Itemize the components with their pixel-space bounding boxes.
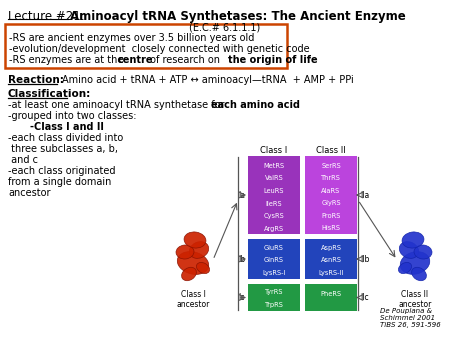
Text: LysRS-I: LysRS-I [262,270,286,276]
Ellipse shape [414,245,432,259]
Text: Ic: Ic [238,293,245,302]
Text: each amino acid: each amino acid [211,100,300,110]
Text: from a single domain: from a single domain [8,177,112,187]
Text: IleRS: IleRS [266,200,282,207]
Text: GlnRS: GlnRS [264,258,284,264]
Text: (E.C.# 6.1.1.1): (E.C.# 6.1.1.1) [189,22,261,32]
FancyBboxPatch shape [305,239,357,279]
Text: AlaRS: AlaRS [321,188,341,194]
Text: HisRS: HisRS [321,225,341,232]
Text: Ib: Ib [238,255,245,264]
Text: Amino acid + tRNA + ATP ↔ aminoacyl—tRNA  + AMP + PPi: Amino acid + tRNA + ATP ↔ aminoacyl—tRNA… [62,75,354,85]
Text: the origin of life: the origin of life [228,55,318,65]
Text: LysRS-II: LysRS-II [319,270,344,276]
Text: IIb: IIb [360,255,369,264]
Ellipse shape [189,242,209,258]
Ellipse shape [197,262,210,273]
Text: AsnRS: AsnRS [320,258,342,264]
Text: Class II
ancestor: Class II ancestor [398,290,432,309]
Text: -RS are ancient enzymes over 3.5 billion years old: -RS are ancient enzymes over 3.5 billion… [9,33,254,43]
Text: -grouped into two classes:: -grouped into two classes: [8,111,136,121]
Text: Class II: Class II [316,146,346,155]
Text: ArgRS: ArgRS [264,225,284,232]
Ellipse shape [182,267,196,281]
Text: -each class originated: -each class originated [8,166,116,176]
Text: IIa: IIa [360,191,369,199]
FancyBboxPatch shape [305,284,357,311]
Text: GluRS: GluRS [264,245,284,251]
Text: IIc: IIc [360,293,369,302]
Ellipse shape [184,232,206,248]
Text: three subclasses a, b,: three subclasses a, b, [8,144,118,154]
Text: Aminoacyl tRNA Synthetases: The Ancient Enzyme: Aminoacyl tRNA Synthetases: The Ancient … [70,10,406,23]
Text: Class I: Class I [261,146,288,155]
Text: Ia: Ia [238,191,245,199]
FancyBboxPatch shape [248,156,300,234]
Ellipse shape [399,242,418,258]
Text: MetRS: MetRS [263,163,284,169]
Text: and c: and c [8,155,38,165]
Ellipse shape [177,251,209,274]
Text: SerRS: SerRS [321,163,341,169]
Ellipse shape [402,232,424,248]
Text: -evolution/development  closely connected with genetic code: -evolution/development closely connected… [9,44,310,54]
Text: Class I
ancestor: Class I ancestor [176,290,210,309]
Ellipse shape [400,252,430,274]
Text: ancestor: ancestor [8,188,50,198]
FancyBboxPatch shape [305,156,357,234]
FancyBboxPatch shape [248,284,300,311]
Text: -each class divided into: -each class divided into [8,133,123,143]
Text: TyrRS: TyrRS [265,289,283,295]
Text: Classification:: Classification: [8,89,91,99]
Text: De Pouplana &
Schimmel 2001
TiBS 26, 591-596: De Pouplana & Schimmel 2001 TiBS 26, 591… [380,308,441,328]
Text: ValRS: ValRS [265,175,284,182]
Ellipse shape [398,262,412,273]
Ellipse shape [412,267,427,281]
Ellipse shape [176,245,194,259]
Text: TrpRS: TrpRS [265,302,284,308]
Text: centre: centre [118,55,153,65]
Text: of research on: of research on [147,55,223,65]
Text: ProRS: ProRS [321,213,341,219]
Text: CysRS: CysRS [264,213,284,219]
Text: PheRS: PheRS [320,291,342,297]
Text: AspRS: AspRS [320,245,342,251]
Text: ThrRS: ThrRS [321,175,341,182]
Text: LeuRS: LeuRS [264,188,284,194]
FancyBboxPatch shape [5,24,287,68]
Text: Lecture #21:: Lecture #21: [8,10,85,23]
Text: Reaction:: Reaction: [8,75,64,85]
Text: -RS enzymes are at the: -RS enzymes are at the [9,55,126,65]
Text: -Class I and II: -Class I and II [30,122,104,132]
Text: -at least one aminoacyl tRNA synthetase for: -at least one aminoacyl tRNA synthetase … [8,100,228,110]
FancyBboxPatch shape [248,239,300,279]
Text: GlyRS: GlyRS [321,200,341,207]
